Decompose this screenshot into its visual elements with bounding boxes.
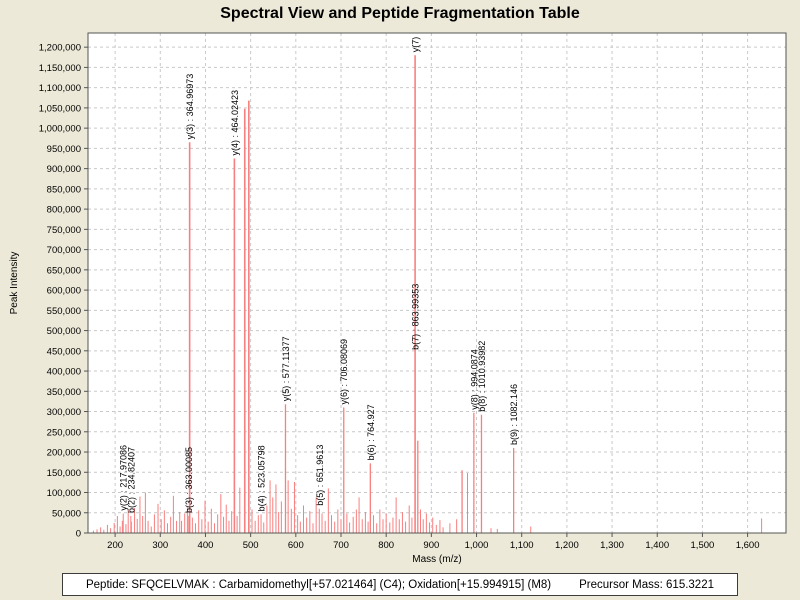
peak-annotation: y(5) : 577.11377 (281, 336, 291, 401)
x-axis-tick-label: 1,000 (465, 540, 489, 551)
peak-annotation: b(4) : 523.05798 (257, 445, 267, 511)
x-axis-tick-label: 400 (198, 540, 214, 551)
y-axis-tick-label: 700,000 (47, 245, 81, 256)
x-axis-tick-label: 700 (333, 540, 349, 551)
y-axis-tick-label: 400,000 (47, 367, 81, 378)
y-axis-tick-label: 1,000,000 (39, 124, 81, 135)
x-axis-tick-label: 1,300 (600, 540, 624, 551)
peak-annotation: y(2) : 217.97086 (119, 445, 129, 511)
peptide-sequence-label: Peptide: SFQCELVMAK : Carbamidomethyl[+5… (85, 578, 552, 591)
y-axis-tick-label: 750,000 (47, 225, 81, 236)
plot-area[interactable] (88, 33, 786, 533)
y-axis-tick-label: 500,000 (47, 326, 81, 337)
y-axis-title: Peak Intensity (9, 252, 20, 315)
peak-annotation: y(3) : 364.96973 (185, 74, 195, 140)
plot-border (87, 32, 787, 534)
peak-annotation: b(3) : 363.00085 (184, 447, 194, 513)
x-axis-tick-label: 300 (152, 540, 168, 551)
peptide-info-bar: Peptide: SFQCELVMAK : Carbamidomethyl[+5… (62, 573, 738, 596)
y-axis-tick-label: 600,000 (47, 286, 81, 297)
peak-annotation: b(7) : 863.99353 (411, 284, 421, 350)
x-axis-tick-label: 600 (288, 540, 304, 551)
y-axis-tick-label: 1,100,000 (39, 83, 81, 94)
peak-annotation: b(9) : 1082.146 (509, 384, 519, 445)
x-axis-tick-label: 1,200 (555, 540, 579, 551)
y-axis-tick-label: 950,000 (47, 144, 81, 155)
y-axis-tick-label: 850,000 (47, 184, 81, 195)
spectrum-chart: 0 50,000 100,000 150,000 200,000 250,000 300,0… (9, 32, 787, 565)
y-axis-tick-label: 200,000 (47, 448, 81, 459)
page-title: Spectral View and Peptide Fragmentation … (220, 5, 580, 22)
y-axis-tick-label: 100,000 (47, 488, 81, 499)
precursor-mass-label: Precursor Mass: 615.3221 (579, 578, 714, 591)
peak-annotation: y(7) (411, 37, 421, 53)
y-axis-tick-label: 50,000 (52, 508, 81, 519)
y-axis-tick-label: 650,000 (47, 265, 81, 276)
x-axis-tick-label: 1,500 (691, 540, 715, 551)
y-axis-tick-label: 1,050,000 (39, 103, 81, 114)
y-axis-tick-label: 350,000 (47, 387, 81, 398)
peak-annotation: b(8) : 1010.93982 (477, 341, 487, 412)
y-axis-tick-label: 550,000 (47, 306, 81, 317)
peak-annotation: b(5) : 651.9613 (315, 445, 325, 506)
x-axis-tick-label: 1,400 (645, 540, 669, 551)
peak-annotation: y(8) : 994.0874 (469, 349, 479, 410)
y-axis-tick-label: 1,200,000 (39, 43, 81, 54)
y-axis-tick-label: 450,000 (47, 346, 81, 357)
peak-annotation: b(2) : 234.82407 (126, 447, 136, 513)
x-axis-tick-label: 1,100 (510, 540, 534, 551)
y-axis-tick-label: 300,000 (47, 407, 81, 418)
x-axis-title: Mass (m/z) (412, 554, 461, 565)
y-axis-tick-label: 250,000 (47, 427, 81, 438)
y-axis-tick-label: 900,000 (47, 164, 81, 175)
y-axis-tick-label: 1,150,000 (39, 63, 81, 74)
x-axis-tick-label: 200 (107, 540, 123, 551)
y-axis-tick-label: 150,000 (47, 468, 81, 479)
y-axis-tick-label: 0 (76, 529, 81, 540)
peak-annotation: y(6) : 706.08069 (339, 339, 349, 405)
x-axis-tick-label: 900 (423, 540, 439, 551)
x-axis-tick-label: 500 (243, 540, 259, 551)
peak-annotation: b(6) : 764.927 (366, 404, 376, 460)
y-axis-tick-label: 800,000 (47, 205, 81, 216)
x-axis-tick-label: 1,600 (736, 540, 760, 551)
peak-annotation: y(4) : 464.02423 (230, 90, 240, 156)
x-axis-tick-label: 800 (378, 540, 394, 551)
